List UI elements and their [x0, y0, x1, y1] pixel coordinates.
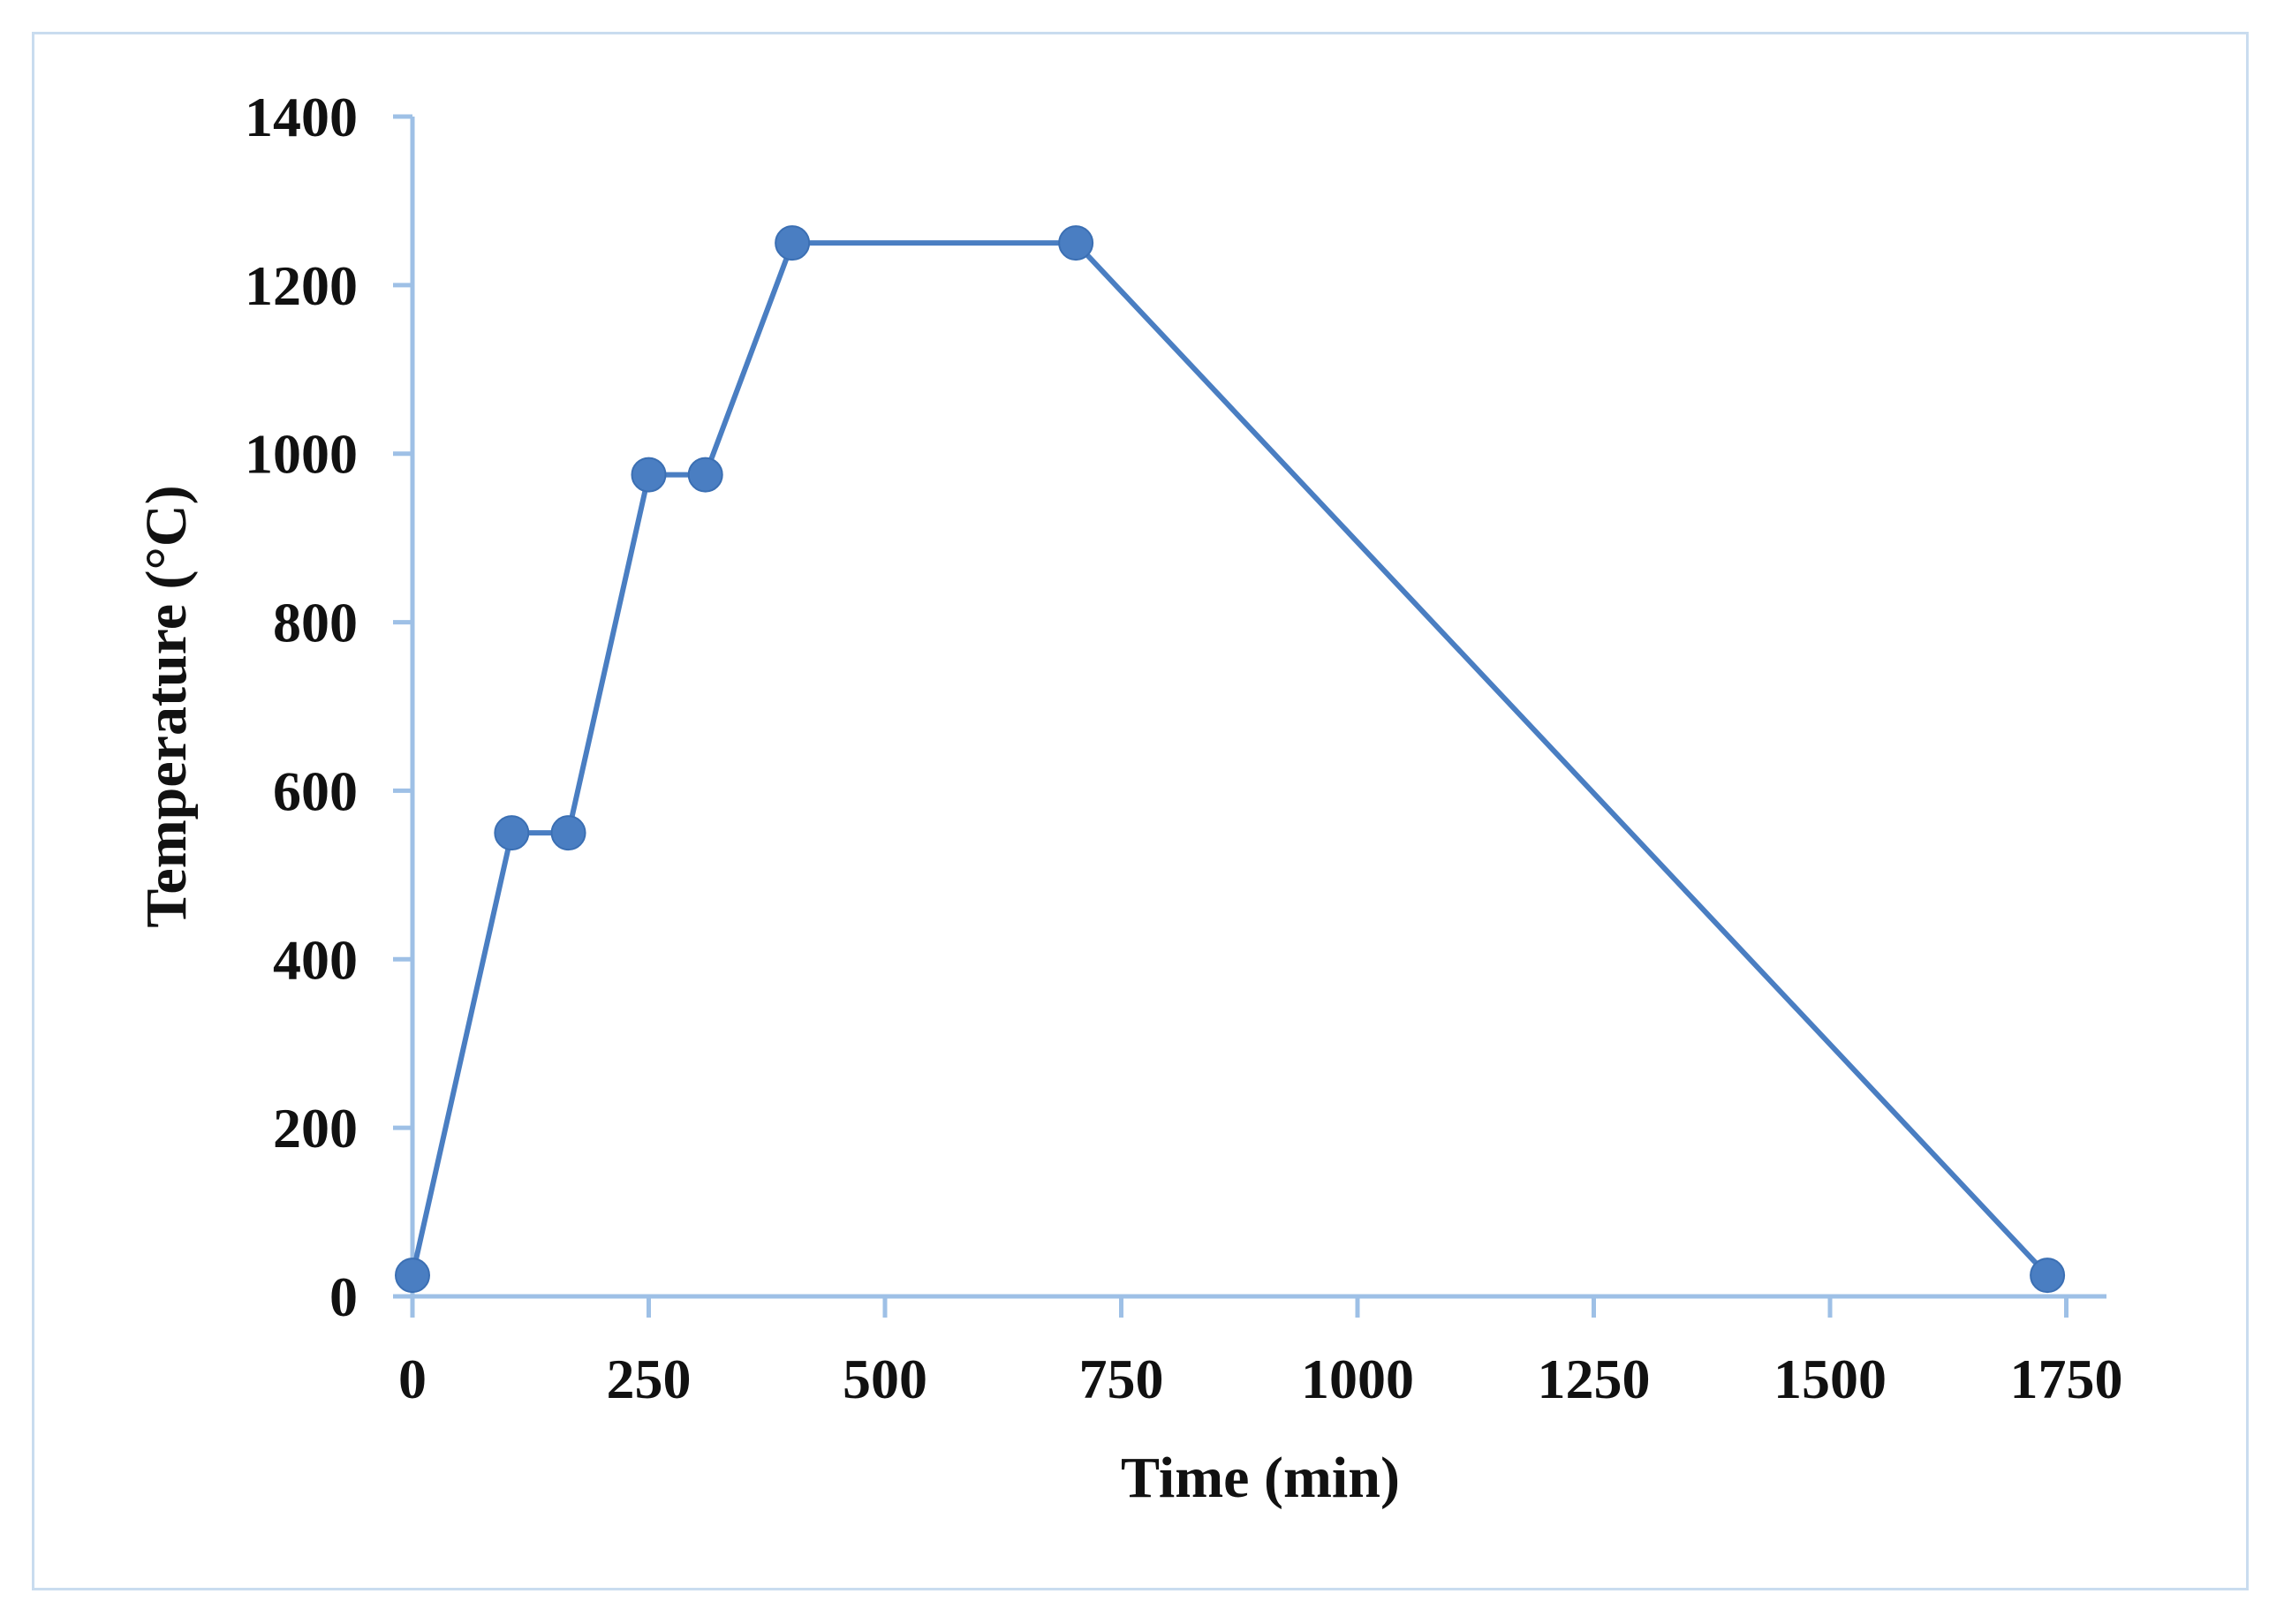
y-tick-label: 600	[273, 759, 358, 822]
y-tick-label: 0	[329, 1265, 358, 1328]
series-line	[410, 240, 2050, 1278]
y-axis: 0 200 400 600 800 1000 1200 1400	[245, 86, 415, 1328]
x-tick-label: 500	[843, 1348, 927, 1410]
y-tick-label: 1200	[245, 254, 358, 317]
x-tick-label: 250	[607, 1348, 692, 1410]
y-tick-label: 200	[273, 1097, 358, 1159]
data-point	[1058, 225, 1094, 261]
y-axis-title: Temperature (°C)	[134, 485, 199, 927]
x-axis-title: Time (min)	[1121, 1446, 1400, 1510]
data-point	[494, 815, 530, 851]
data-point	[687, 457, 723, 493]
x-tick-label: 0	[398, 1348, 427, 1410]
data-point	[395, 1258, 430, 1294]
y-tick-label: 400	[273, 928, 358, 991]
data-point	[631, 457, 667, 493]
x-tick-label: 1500	[1774, 1348, 1887, 1410]
y-tick-label: 800	[273, 592, 358, 654]
x-tick-label: 1750	[2010, 1348, 2123, 1410]
data-point	[550, 815, 586, 851]
data-point	[775, 225, 811, 261]
chart-frame	[32, 32, 2249, 1590]
series-temperature-profile	[395, 225, 2066, 1294]
y-tick-label: 1000	[245, 423, 358, 486]
x-tick-label: 1250	[1538, 1348, 1651, 1410]
data-point	[2030, 1258, 2066, 1294]
y-tick-label: 1400	[245, 86, 358, 148]
x-axis: 0 250 500 750 1000 1250 1500 1750	[398, 1294, 2123, 1410]
x-tick-label: 1000	[1301, 1348, 1414, 1410]
x-tick-label: 750	[1079, 1348, 1164, 1410]
